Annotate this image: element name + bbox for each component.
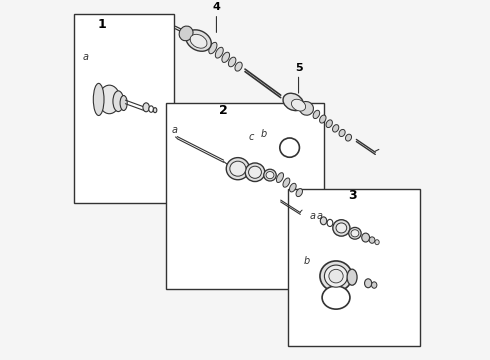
Ellipse shape: [349, 228, 361, 239]
Ellipse shape: [362, 233, 369, 242]
Text: 5: 5: [294, 63, 302, 73]
Ellipse shape: [120, 95, 127, 111]
Text: 3: 3: [348, 189, 356, 202]
Ellipse shape: [371, 282, 377, 288]
Ellipse shape: [280, 138, 299, 157]
Text: a: a: [172, 125, 178, 135]
Ellipse shape: [230, 161, 246, 176]
Ellipse shape: [143, 103, 149, 112]
Text: 4: 4: [213, 2, 220, 12]
Ellipse shape: [149, 106, 153, 112]
Ellipse shape: [329, 269, 343, 283]
Ellipse shape: [336, 223, 347, 233]
Ellipse shape: [245, 163, 265, 181]
Text: 1: 1: [98, 18, 107, 31]
Text: b: b: [261, 129, 268, 139]
Ellipse shape: [226, 158, 249, 180]
Ellipse shape: [324, 265, 347, 287]
Text: a: a: [83, 52, 89, 62]
Ellipse shape: [322, 286, 350, 309]
Text: a: a: [309, 211, 315, 221]
Ellipse shape: [266, 172, 274, 179]
Ellipse shape: [276, 173, 284, 183]
Ellipse shape: [209, 42, 217, 54]
Ellipse shape: [320, 261, 352, 291]
Ellipse shape: [222, 52, 230, 62]
Ellipse shape: [319, 115, 326, 123]
Ellipse shape: [186, 30, 211, 51]
Ellipse shape: [228, 57, 236, 67]
Ellipse shape: [290, 183, 296, 192]
Text: a: a: [317, 211, 322, 221]
Ellipse shape: [333, 220, 350, 236]
Ellipse shape: [292, 99, 306, 111]
Ellipse shape: [365, 279, 372, 288]
Ellipse shape: [333, 125, 339, 132]
Ellipse shape: [179, 26, 193, 41]
Ellipse shape: [369, 237, 375, 243]
Ellipse shape: [113, 91, 123, 112]
Ellipse shape: [326, 120, 332, 127]
Ellipse shape: [351, 230, 359, 237]
Ellipse shape: [296, 189, 302, 197]
Ellipse shape: [283, 93, 303, 111]
Ellipse shape: [347, 269, 357, 285]
Ellipse shape: [299, 102, 314, 115]
Bar: [288, 189, 420, 346]
Ellipse shape: [248, 166, 262, 178]
Ellipse shape: [215, 47, 223, 58]
Ellipse shape: [190, 34, 207, 48]
Text: c: c: [248, 132, 254, 143]
Ellipse shape: [339, 130, 345, 136]
Ellipse shape: [235, 62, 242, 71]
Ellipse shape: [98, 85, 120, 114]
Text: 2: 2: [219, 104, 228, 117]
Ellipse shape: [313, 110, 319, 118]
Ellipse shape: [327, 219, 333, 226]
Ellipse shape: [264, 169, 276, 181]
Ellipse shape: [320, 217, 327, 225]
Bar: [167, 103, 323, 289]
Text: b: b: [304, 256, 310, 266]
Bar: [74, 14, 173, 203]
Ellipse shape: [283, 178, 290, 187]
Ellipse shape: [93, 84, 104, 116]
Ellipse shape: [153, 108, 157, 113]
Ellipse shape: [345, 134, 351, 141]
Ellipse shape: [375, 240, 379, 245]
